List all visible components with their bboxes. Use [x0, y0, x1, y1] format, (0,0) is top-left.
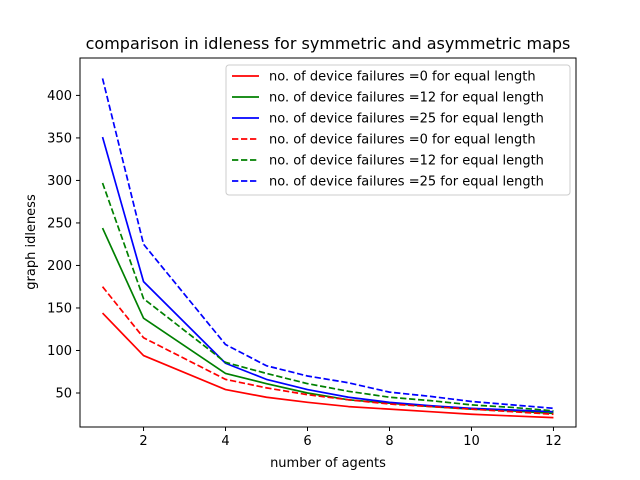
- legend-box: [225, 64, 571, 196]
- y-tick-label: 50: [55, 386, 72, 401]
- legend-label-2: no. of device failures =12 for equal len…: [269, 91, 544, 106]
- y-tick-label: 100: [47, 344, 72, 359]
- series-line-3: [101, 136, 554, 413]
- y-tick-label: 200: [47, 259, 72, 274]
- series-line-4: [101, 286, 554, 416]
- y-tick-label: 250: [47, 216, 72, 231]
- x-tick-label: 8: [385, 434, 393, 449]
- y-axis-label: graph idleness: [24, 194, 39, 290]
- y-tick-label: 150: [47, 301, 72, 316]
- legend-label-4: no. of device failures =0 for equal leng…: [269, 133, 536, 148]
- legend-label-5: no. of device failures =12 for equal len…: [269, 154, 544, 169]
- x-axis-label: number of agents: [270, 456, 386, 471]
- series-line-6: [101, 78, 554, 410]
- legend-label-6: no. of device failures =25 for equal len…: [269, 175, 544, 190]
- x-tick-label: 2: [139, 434, 147, 449]
- axes-frame: [79, 57, 577, 428]
- legend: no. of device failures =0 for equal leng…: [225, 64, 571, 196]
- plot-area: 2 4 6 8 10 12 50 100 150 200 250 300 350 400: [47, 57, 577, 449]
- x-tick-label: 6: [303, 434, 311, 449]
- y-tick-label: 300: [47, 174, 72, 189]
- legend-label-1: no. of device failures =0 for equal leng…: [269, 70, 536, 85]
- x-tick-label: 12: [545, 434, 562, 449]
- y-tick-label: 350: [47, 131, 72, 146]
- series-line-1: [101, 312, 554, 419]
- x-tick-label: 10: [463, 434, 480, 449]
- chart-title: comparison in idleness for symmetric and…: [86, 34, 571, 53]
- series-line-5: [101, 182, 554, 412]
- y-tick-label: 400: [47, 89, 72, 104]
- legend-label-3: no. of device failures =25 for equal len…: [269, 112, 544, 127]
- x-tick-label: 4: [221, 434, 229, 449]
